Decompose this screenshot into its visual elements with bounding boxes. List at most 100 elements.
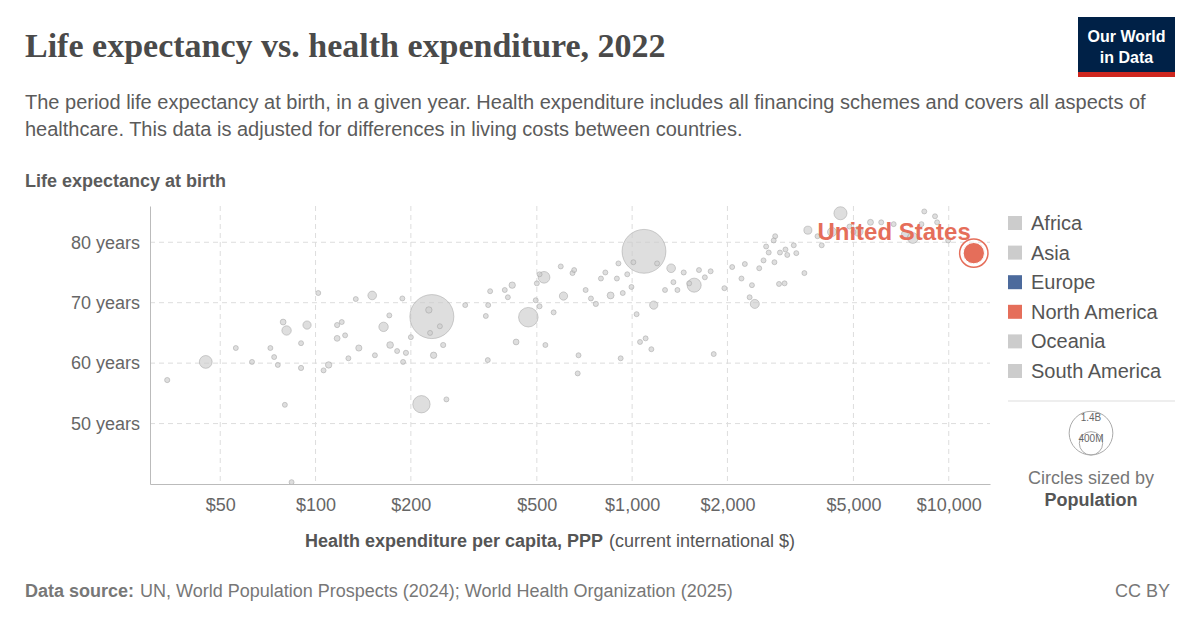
- point: [607, 292, 614, 299]
- point: [777, 250, 782, 255]
- point: [558, 264, 563, 269]
- legend-separator: [1008, 401, 1175, 402]
- title: Life expectancy vs. health expenditure, …: [25, 27, 666, 64]
- x-axis: $50$100$200$500$1,000$2,000$5,000$10,000: [151, 484, 991, 515]
- point: [463, 303, 468, 308]
- x-tick: $10,000: [917, 484, 982, 515]
- point: [408, 335, 413, 340]
- point: [379, 322, 388, 331]
- point: [722, 286, 727, 291]
- legend-swatch: [1008, 246, 1022, 260]
- point: [339, 320, 344, 325]
- size-legend-title: Circles sized by: [1028, 468, 1154, 488]
- point: [598, 276, 603, 281]
- logo-box: [1078, 17, 1175, 77]
- point: [430, 352, 436, 358]
- logo: Our Worldin Data: [1078, 17, 1175, 77]
- point: [804, 226, 812, 234]
- point: [486, 303, 491, 308]
- point: [625, 272, 630, 277]
- point: [400, 296, 405, 301]
- point: [671, 280, 676, 285]
- point: [802, 271, 807, 276]
- size-legend-label: 400M: [1078, 433, 1103, 444]
- point: [534, 281, 539, 286]
- point: [620, 291, 625, 296]
- logo-text: Our World: [1088, 28, 1166, 45]
- size-legend-variable: Population: [1045, 490, 1138, 510]
- point: [372, 353, 377, 358]
- point: [289, 480, 294, 484]
- highlight-label: United States: [817, 218, 970, 245]
- point: [614, 276, 619, 281]
- x-axis-title-note: (current international $): [609, 531, 795, 551]
- logo-bar: [1078, 72, 1175, 77]
- point: [488, 289, 493, 294]
- point: [638, 339, 643, 344]
- x-grid-line: [853, 206, 854, 484]
- point: [616, 261, 621, 266]
- point: [537, 272, 542, 277]
- point: [711, 352, 716, 357]
- point: [771, 238, 776, 243]
- point: [543, 343, 548, 348]
- legend-label: Europe: [1031, 271, 1096, 293]
- point: [444, 397, 449, 402]
- point: [643, 336, 648, 341]
- license: CC BY: [1115, 581, 1170, 601]
- point: [353, 297, 358, 302]
- x-axis-title: Health expenditure per capita, PPP(curre…: [305, 531, 795, 551]
- y-tick: 60 years: [71, 353, 150, 373]
- y-axis: 50 years60 years70 years80 years: [71, 207, 151, 485]
- point: [403, 350, 408, 355]
- point: [485, 358, 490, 363]
- point: [298, 365, 303, 370]
- point: [387, 313, 392, 318]
- x-grid-line: [410, 206, 411, 484]
- point: [739, 276, 744, 281]
- point: [747, 295, 752, 300]
- point: [603, 270, 608, 275]
- x-tick: $100: [296, 484, 336, 515]
- point: [303, 321, 311, 329]
- point: [250, 359, 255, 364]
- point: [519, 307, 539, 327]
- point: [401, 359, 406, 364]
- legend-label: North America: [1031, 301, 1159, 323]
- point: [272, 355, 277, 360]
- point: [505, 295, 510, 300]
- y-tick-label: 60 years: [71, 353, 140, 373]
- point: [368, 291, 377, 300]
- point: [441, 342, 446, 347]
- point: [675, 288, 680, 293]
- point: [782, 281, 787, 286]
- point: [772, 260, 777, 265]
- y-axis-title: Life expectancy at birth: [25, 171, 226, 191]
- point: [687, 281, 692, 286]
- x-grid-line: [536, 206, 537, 484]
- point: [321, 368, 326, 373]
- legend-swatch: [1008, 334, 1022, 348]
- y-tick-label: 80 years: [71, 233, 140, 253]
- point: [483, 313, 488, 318]
- point: [702, 275, 707, 280]
- point: [794, 251, 799, 256]
- point: [334, 335, 340, 341]
- legend-label: South America: [1031, 360, 1162, 382]
- point: [346, 356, 351, 361]
- x-grid-line: [948, 206, 949, 484]
- point: [551, 310, 556, 315]
- point: [343, 333, 348, 338]
- point: [629, 284, 634, 289]
- point: [655, 261, 660, 266]
- point: [761, 258, 766, 263]
- legend: AfricaAsiaEuropeNorth AmericaOceaniaSout…: [1008, 212, 1175, 510]
- point: [681, 270, 686, 275]
- point: [356, 345, 362, 351]
- point: [572, 268, 577, 273]
- point: [426, 307, 432, 313]
- point: [618, 356, 623, 361]
- point: [316, 291, 321, 296]
- point: [588, 296, 593, 301]
- legend-swatch: [1008, 275, 1022, 289]
